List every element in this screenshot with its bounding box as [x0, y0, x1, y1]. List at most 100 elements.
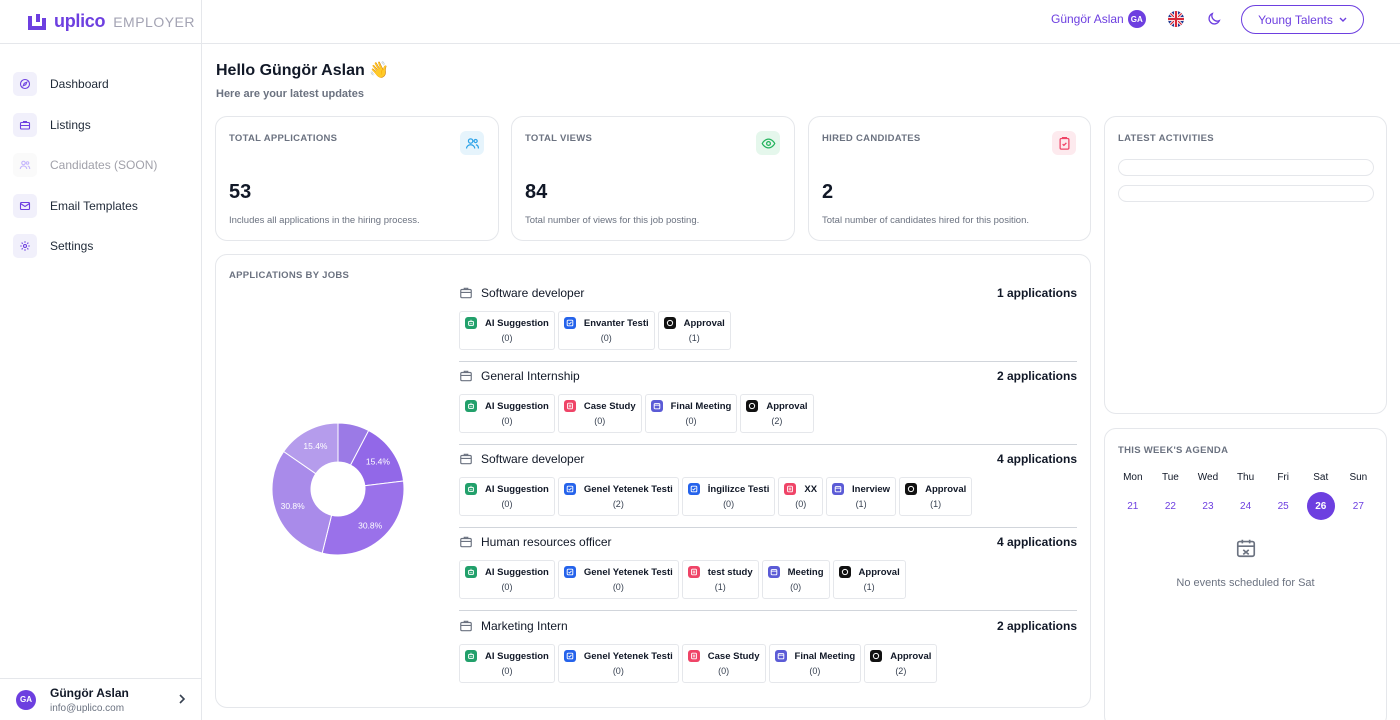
- briefcase-icon: [460, 536, 472, 548]
- sidebar-item-label: Settings: [50, 239, 94, 254]
- stage-name: Final Meeting: [670, 400, 732, 412]
- day-number: 25: [1277, 500, 1289, 512]
- donut-slice[interactable]: [321, 480, 405, 556]
- briefcase-icon: [460, 620, 472, 632]
- stage-count: (1): [930, 499, 942, 509]
- agenda-day[interactable]: Wed 23: [1189, 472, 1227, 520]
- sidebar-user-menu[interactable]: GA Güngör Aslan info@uplico.com: [0, 678, 201, 720]
- stage-name: Genel Yetenek Testi: [583, 483, 673, 495]
- pipeline-stage[interactable]: Final Meeting (0): [644, 394, 738, 433]
- header-user[interactable]: Güngör Aslan GA: [1051, 10, 1146, 28]
- header-user-name: Güngör Aslan: [1051, 12, 1124, 26]
- pipeline-stage[interactable]: Final Meeting (0): [768, 644, 862, 683]
- donut-slice[interactable]: [271, 450, 333, 554]
- case-stage-icon: [687, 650, 700, 662]
- briefcase-icon: [460, 287, 472, 299]
- donut-slice[interactable]: [282, 422, 339, 475]
- pipeline-stage[interactable]: Genel Yetenek Testi (2): [557, 477, 679, 516]
- pipeline-stage[interactable]: Case Study (0): [557, 394, 642, 433]
- job-title: General Internship: [481, 369, 580, 383]
- job-divider: [459, 444, 1077, 445]
- job-divider: [459, 361, 1077, 362]
- stat-card-total-views: TOTAL VIEWS 84 Total number of views for…: [511, 116, 795, 241]
- agenda-day[interactable]: Tue 22: [1152, 472, 1190, 520]
- stage-count: (1): [863, 582, 875, 592]
- logo[interactable]: uplico EMPLOYER: [0, 0, 201, 44]
- job-header: Software developer 4 applications: [459, 451, 1077, 467]
- job-application-count: 4 applications: [996, 535, 1077, 549]
- pipeline-stages: AI Suggestion (0) Genel Yetenek Testi (2) İn…: [459, 477, 1077, 516]
- sidebar-nav: Dashboard Listings Candidates (SOON) Ema…: [0, 44, 201, 267]
- top-header: Güngör Aslan GA Young Talents: [202, 0, 1400, 44]
- pipeline-stage[interactable]: Approval (2): [740, 394, 814, 433]
- day-name: Wed: [1197, 472, 1219, 483]
- pipeline-stage[interactable]: AI Suggestion (0): [459, 477, 555, 516]
- pipeline-stage[interactable]: Inerview (1): [826, 477, 897, 516]
- company-select-button[interactable]: Young Talents: [1241, 5, 1364, 34]
- pipeline-stage[interactable]: Case Study (0): [681, 644, 766, 683]
- test-stage-icon: [563, 566, 576, 578]
- job-row[interactable]: General Internship 2 applications AI Sugge…: [459, 368, 1077, 433]
- job-row[interactable]: Marketing Intern 2 applications AI Suggest…: [459, 618, 1077, 683]
- pipeline-stage[interactable]: Genel Yetenek Testi (0): [557, 560, 679, 599]
- pipeline-stage[interactable]: test study (1): [681, 560, 759, 599]
- sidebar-item-settings[interactable]: Settings: [0, 226, 201, 267]
- pipeline-stage[interactable]: Genel Yetenek Testi (0): [557, 644, 679, 683]
- stage-name: Case Study: [583, 400, 636, 412]
- stage-name: AI Suggestion: [485, 400, 549, 412]
- case-stage-icon: [784, 483, 797, 495]
- weekly-agenda-card: THIS WEEK'S AGENDA Mon 21 Tue 22 Wed 23 Thu 24 F…: [1104, 428, 1387, 720]
- pipeline-stage[interactable]: Approval (2): [864, 644, 938, 683]
- agenda-day[interactable]: Thu 24: [1227, 472, 1265, 520]
- sidebar-item-label: Email Templates: [50, 198, 138, 213]
- day-name: Sun: [1349, 472, 1368, 483]
- activity-placeholder: [1118, 159, 1374, 176]
- pipeline-stage[interactable]: Approval (1): [832, 560, 906, 599]
- agenda-day[interactable]: Sun 27: [1340, 472, 1378, 520]
- stat-description: Total number of views for this job posti…: [525, 215, 700, 226]
- day-number: 27: [1352, 500, 1364, 512]
- sidebar-item-dashboard[interactable]: Dashboard: [0, 64, 201, 105]
- pipeline-stage[interactable]: AI Suggestion (0): [459, 311, 555, 350]
- test-stage-icon: [563, 650, 576, 662]
- job-row[interactable]: Software developer 1 applications AI Sugge…: [459, 285, 1077, 350]
- stage-name: AI Suggestion: [485, 317, 549, 329]
- stage-name: Approval: [858, 566, 900, 578]
- sidebar-item-listings[interactable]: Listings: [0, 105, 201, 146]
- briefcase-icon: [460, 370, 472, 382]
- applications-by-jobs-card: APPLICATIONS BY JOBS 15.4% 30.8% 30.8% 15.4…: [215, 254, 1091, 708]
- job-row[interactable]: Human resources officer 4 applications AI …: [459, 534, 1077, 599]
- pipeline-stage[interactable]: AI Suggestion (0): [459, 644, 555, 683]
- agenda-day[interactable]: Fri 25: [1264, 472, 1302, 520]
- pipeline-stage[interactable]: Approval (1): [657, 311, 731, 350]
- agenda-day[interactable]: Sat 26: [1302, 472, 1340, 520]
- pipeline-stage[interactable]: AI Suggestion (0): [459, 560, 555, 599]
- pipeline-stage[interactable]: İngilizce Testi (0): [681, 477, 776, 516]
- logo-mark-icon: [28, 13, 46, 30]
- job-row[interactable]: Software developer 4 applications AI Sugge…: [459, 451, 1077, 516]
- stage-name: Approval: [766, 400, 808, 412]
- mail-icon: [13, 193, 37, 218]
- ai-stage-icon: [465, 400, 477, 412]
- stage-count: (0): [594, 416, 606, 426]
- avatar: GA: [16, 689, 36, 710]
- job-application-count: 2 applications: [996, 619, 1077, 633]
- stat-description: Total number of candidates hired for thi…: [822, 215, 1030, 226]
- pipeline-stage[interactable]: Approval (1): [899, 477, 973, 516]
- pipeline-stages: AI Suggestion (0) Envanter Testi (0) Approva…: [459, 311, 1077, 350]
- moon-icon[interactable]: [1206, 11, 1222, 27]
- agenda-day[interactable]: Mon 21: [1114, 472, 1152, 520]
- sidebar-user-info: Güngör Aslan info@uplico.com: [50, 686, 129, 714]
- sidebar-item-candidates[interactable]: Candidates (SOON): [0, 145, 201, 186]
- uk-flag-icon[interactable]: [1168, 11, 1184, 27]
- company-name: Young Talents: [1258, 12, 1333, 27]
- pipeline-stage[interactable]: AI Suggestion (0): [459, 394, 555, 433]
- card-title: LATEST ACTIVITIES: [1118, 133, 1214, 144]
- briefcase-icon: [13, 112, 37, 137]
- pipeline-stage[interactable]: Envanter Testi (0): [557, 311, 655, 350]
- stage-name: Meeting: [787, 566, 824, 578]
- pipeline-stage[interactable]: Meeting (0): [761, 560, 830, 599]
- pipeline-stage[interactable]: XX (0): [778, 477, 824, 516]
- meeting-stage-icon: [774, 650, 787, 662]
- sidebar-item-email-templates[interactable]: Email Templates: [0, 186, 201, 227]
